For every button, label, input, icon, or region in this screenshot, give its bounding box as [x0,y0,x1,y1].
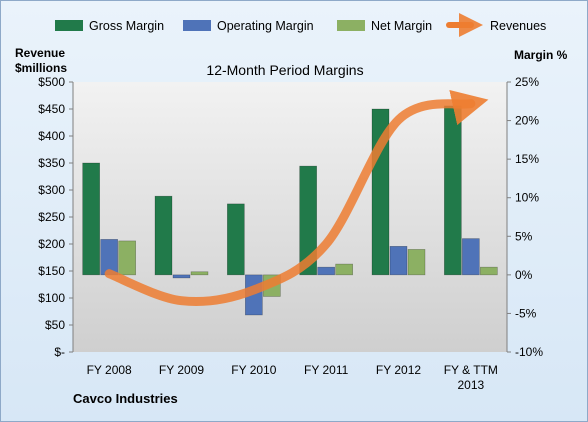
category-labels: FY 2008 FY 2009 FY 2010 FY 2011 FY 2012 FY & … [87,363,498,392]
revenue-line [104,89,489,307]
right-axis-ticks: -10% -5% 0% 5% 10% 15% 20% 25% [507,75,543,359]
bar-net-margin [335,263,353,276]
bar-gross-margin [154,195,173,276]
legend-label-gross-margin: Gross Margin [89,19,164,33]
left-axis-ticks: $- $50 $100 $150 $200 $250 $300 $350 $400 $450 $50… [38,75,73,359]
left-tick-label: $200 [38,237,65,251]
right-axis-title: Margin % [514,48,568,62]
revenue-point [181,300,182,301]
company-label: Cavco Industries [73,391,178,406]
right-tick-label: 20% [515,114,539,128]
left-tick-label: $250 [38,210,65,224]
category-label: FY 2010 [231,363,276,377]
left-tick-label: $100 [38,291,65,305]
legend-swatch-net-margin [337,20,365,31]
bar-net-margin [118,240,136,276]
left-tick-label: $500 [38,75,65,89]
category-label: FY 2009 [159,363,204,377]
right-tick-label: 25% [515,75,539,89]
left-tick-label: $50 [45,318,65,332]
right-tick-label: 10% [515,191,539,205]
left-tick-label: $400 [38,129,65,143]
category-label: FY 2008 [87,363,132,377]
category-label: FY 2011 [304,363,349,377]
legend-swatch-operating-margin [183,20,211,31]
bar-operating-margin [317,266,335,276]
legend-label-operating-margin: Operating Margin [217,19,314,33]
left-tick-label: $300 [38,183,65,197]
left-tick-label: $350 [38,156,65,170]
left-axis-title-line-1: Revenue [15,46,65,60]
legend-item-gross-margin: Gross Margin [55,19,164,33]
bar-net-margin [480,266,498,276]
bar-operating-margin [389,246,408,276]
right-tick-label: 15% [515,152,539,166]
legend-label-net-margin: Net Margin [371,19,432,33]
legend-item-revenues: Revenues [446,13,546,37]
bar-gross-margin [444,105,462,276]
legend-item-net-margin: Net Margin [337,19,432,33]
bar-operating-margin [462,238,480,276]
bar-net-margin [407,249,426,276]
revenue-point [326,244,327,245]
left-axis-title: Revenue $millions [15,46,68,75]
revenue-point [253,289,254,290]
revenue-point [470,103,471,104]
bar-gross-margin [299,165,317,276]
bar-operating-margin [172,274,191,279]
revenue-point [109,273,110,274]
bar-gross-margin [82,162,100,276]
left-tick-label: $450 [38,102,65,116]
plot-area [73,82,507,352]
right-tick-label: 0% [515,268,533,282]
chart-title: 12-Month Period Margins [206,62,363,78]
bars [82,105,498,316]
right-tick-label: -10% [515,345,543,359]
right-tick-label: 5% [515,229,533,243]
bar-net-margin [190,271,209,276]
legend-swatch-gross-margin [55,20,83,31]
revenue-series [104,89,489,307]
left-tick-label: $150 [38,264,65,278]
left-tick-label: $- [54,345,65,359]
bar-gross-margin [227,203,245,276]
legend-label-revenues: Revenues [490,19,546,33]
left-axis-title-line-2: $millions [15,61,67,75]
revenue-point [398,119,399,120]
right-tick-label: -5% [515,306,537,320]
category-label-line: 2013 [457,378,484,392]
legend: Gross Margin Operating Margin Net Margin… [55,13,546,37]
category-label-line: FY & TTM [444,363,498,377]
legend-item-operating-margin: Operating Margin [183,19,314,33]
category-label: FY & TTM 2013 [444,363,498,392]
category-label: FY 2012 [376,363,421,377]
